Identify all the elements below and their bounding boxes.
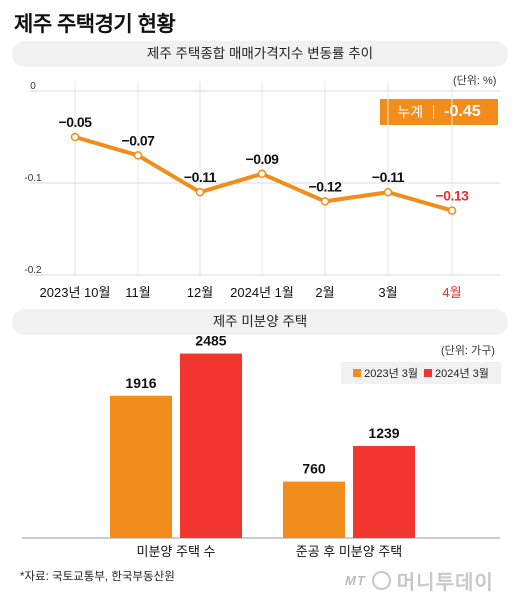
y-tick-label: -0.1 (24, 173, 42, 184)
bar (110, 395, 172, 538)
logo-circle-icon (371, 571, 391, 590)
bar-value-label: 1239 (368, 425, 399, 441)
bar-chart-unit: (단위: 가구) (441, 345, 495, 357)
cumulative-badge: 누계 -0.45 (380, 99, 498, 125)
publisher-logo: MT 머니투데이 (345, 566, 494, 595)
x-tick-label: 4월 (442, 285, 461, 300)
line-chart-title: 제주 주택종합 매매가격지수 변동률 추이 (12, 41, 508, 67)
logo-mt: MT (345, 573, 366, 588)
bar-value-label: 760 (302, 461, 326, 477)
bar-chart-title: 제주 미분양 주택 (12, 309, 508, 335)
data-label: −0.09 (246, 151, 280, 167)
legend-swatch-2023 (353, 369, 362, 377)
cumulative-value: -0.45 (444, 103, 481, 120)
x-tick-label: 2023년 10월 (40, 285, 111, 300)
bar (283, 481, 345, 538)
bar (180, 353, 242, 538)
category-label: 미분양 주택 수 (137, 544, 216, 559)
legend-label-2023: 2023년 3월 (364, 368, 418, 380)
legend-item-2024: 2024년 3월 (424, 365, 489, 381)
bar-value-label: 2485 (195, 333, 226, 349)
data-point (195, 187, 205, 197)
data-label: −0.07 (122, 132, 156, 148)
bar (353, 446, 415, 538)
data-label: −0.11 (184, 169, 217, 185)
data-point (257, 169, 267, 179)
category-label: 준공 후 미분양 주택 (296, 544, 403, 559)
data-label: −0.05 (59, 114, 93, 130)
legend-item-2023: 2023년 3월 (353, 365, 418, 381)
source-note: *자료: 국토교통부, 한국부동산원 (20, 571, 175, 583)
cumulative-divider (433, 105, 435, 119)
x-tick-label: 12월 (187, 285, 213, 300)
x-tick-label: 11월 (125, 285, 150, 300)
logo-name: 머니투데이 (396, 572, 494, 594)
cumulative-label: 누계 (397, 104, 424, 120)
bar-value-label: 1916 (125, 375, 156, 391)
line-chart-unit: (단위: %) (453, 75, 497, 87)
x-tick-label: 2월 (315, 285, 334, 300)
page-title: 제주 주택경기 현황 (14, 13, 176, 36)
y-tick-label: -0.2 (24, 265, 42, 276)
x-tick-label: 2024년 1월 (230, 285, 294, 300)
data-point (447, 206, 457, 215)
data-point (70, 132, 80, 142)
x-tick-label: 3월 (378, 285, 397, 300)
data-point (133, 151, 143, 160)
data-point (383, 187, 393, 197)
data-label: −0.13 (436, 188, 470, 204)
y-tick-label: 0 (30, 81, 36, 92)
data-label: −0.12 (309, 178, 343, 194)
data-label: −0.11 (372, 169, 405, 185)
legend-label-2024: 2024년 3월 (435, 368, 489, 380)
bar-legend: 2023년 3월 2024년 3월 (341, 362, 501, 384)
legend-swatch-2024 (424, 369, 432, 377)
data-point (320, 197, 330, 206)
